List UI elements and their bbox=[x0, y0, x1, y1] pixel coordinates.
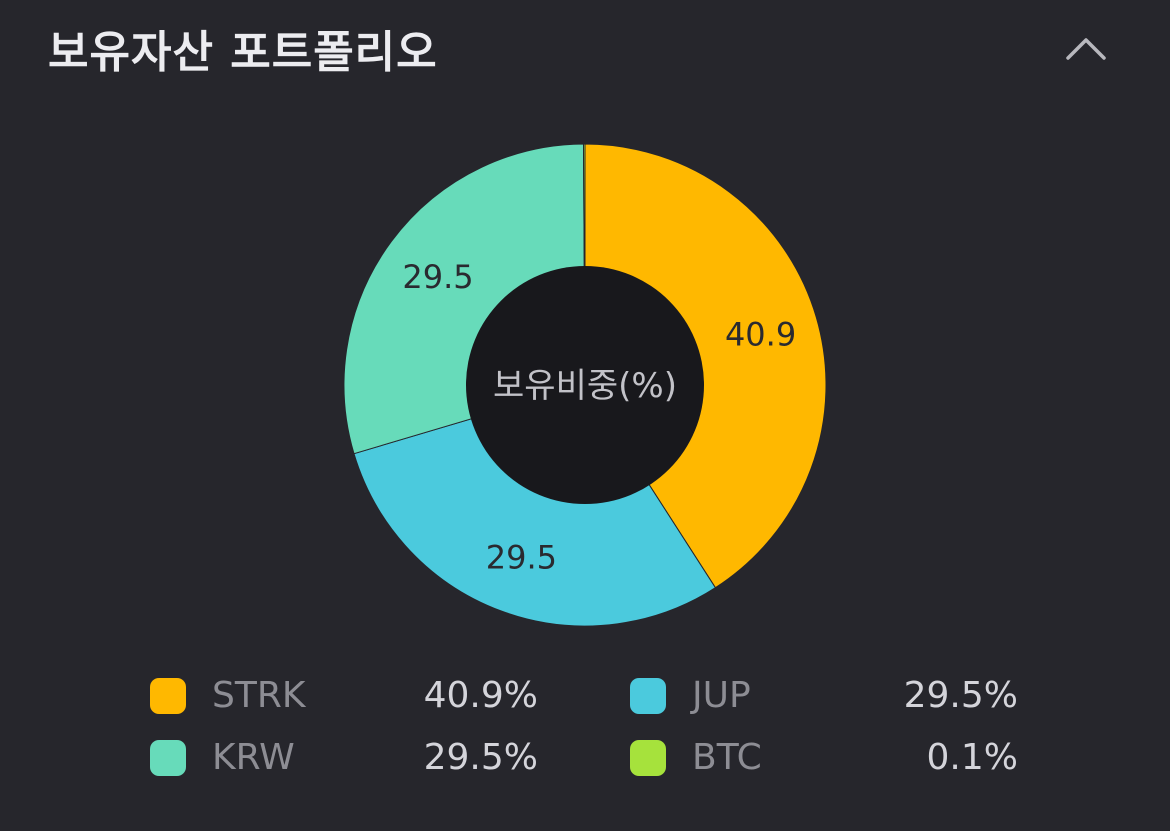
chevron-up-icon bbox=[1066, 38, 1106, 60]
donut-hole bbox=[466, 266, 704, 504]
slice-label-krw: 29.5 bbox=[402, 258, 473, 296]
page-title: 보유자산 포트폴리오 bbox=[48, 27, 438, 78]
donut-slice-jup bbox=[353, 384, 717, 627]
collapse-button[interactable] bbox=[1060, 30, 1112, 70]
slice-label-jup: 29.5 bbox=[486, 539, 557, 577]
donut-center-label: 보유비중(%) bbox=[493, 366, 677, 406]
slice-label-strk: 40.9 bbox=[725, 315, 796, 353]
